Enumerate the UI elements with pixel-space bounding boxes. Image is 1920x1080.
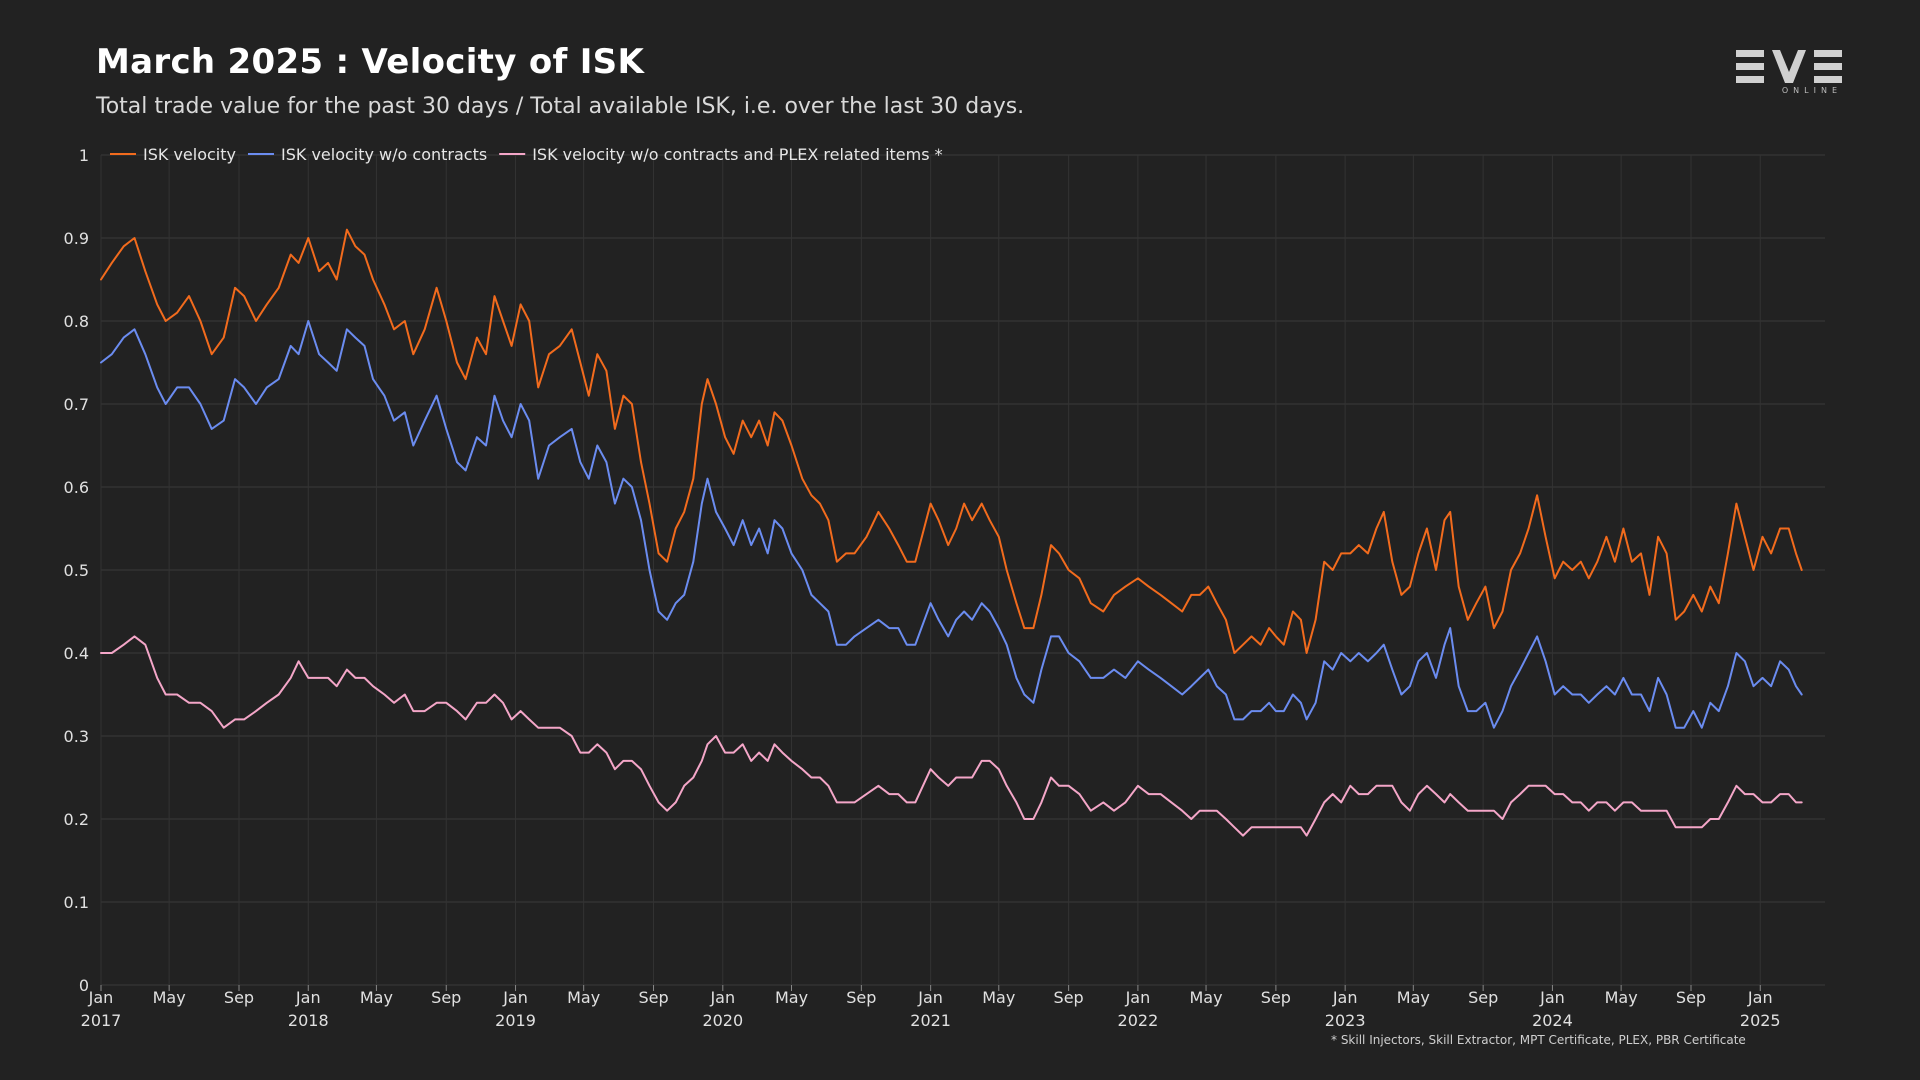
x-tick-label: May [1397, 988, 1430, 1007]
chart-title: March 2025 : Velocity of ISK [96, 42, 645, 82]
y-tick-label: 0.1 [64, 893, 89, 912]
x-tick-label: May [567, 988, 600, 1007]
legend-label-3: ISK velocity w/o contracts and PLEX rela… [532, 145, 942, 164]
x-tick-label: Sep [638, 988, 668, 1007]
y-tick-label: 0 [79, 976, 89, 995]
series-line-1 [100, 228, 1803, 654]
chart-subtitle: Total trade value for the past 30 days /… [96, 94, 1025, 119]
x-tick-label: Jan [502, 988, 528, 1007]
y-axis-ticks: 0 0.1 0.2 0.3 0.4 0.5 0.6 0.7 0.8 0.9 1 [64, 146, 89, 995]
x-tick-year-label: 2021 [910, 1011, 951, 1030]
x-tick-label: Sep [1468, 988, 1498, 1007]
eve-online-logo: ONLINE [1736, 50, 1842, 96]
x-tick-label: Jan [1539, 988, 1565, 1007]
x-tick-label: Jan [1747, 988, 1773, 1007]
series-line-3 [100, 635, 1803, 837]
y-tick-label: 0.8 [64, 312, 89, 331]
x-tick-label: May [982, 988, 1015, 1007]
legend-label-1: ISK velocity [143, 145, 236, 164]
y-tick-label: 0.9 [64, 229, 89, 248]
x-tick-year-label: 2024 [1532, 1011, 1573, 1030]
x-tick-label: Sep [224, 988, 254, 1007]
x-tick-label: May [360, 988, 393, 1007]
grid-lines [100, 154, 1825, 986]
x-tick-label: May [775, 988, 808, 1007]
y-tick-label: 0.2 [64, 810, 89, 829]
x-tick-label: May [1605, 988, 1638, 1007]
x-tick-year-label: 2025 [1740, 1011, 1781, 1030]
x-axis-ticks: Jan 2017 May Sep Jan 2018 May Sep Jan 2019 May Sep J… [81, 985, 1781, 1030]
legend-label-2: ISK velocity w/o contracts [281, 145, 487, 164]
x-tick-label: May [1190, 988, 1223, 1007]
y-tick-label: 0.3 [64, 727, 89, 746]
legend: ISK velocity ISK velocity w/o contracts IS… [110, 145, 943, 164]
x-tick-label: Jan [88, 988, 114, 1007]
logo-subtext: ONLINE [1781, 86, 1842, 95]
y-tick-label: 0.6 [64, 478, 89, 497]
y-tick-label: 1 [79, 146, 89, 165]
series-lines [100, 228, 1803, 837]
x-tick-label: Sep [1054, 988, 1084, 1007]
x-tick-label: May [153, 988, 186, 1007]
x-tick-label: Jan [1125, 988, 1151, 1007]
x-tick-label: Jan [295, 988, 321, 1007]
x-tick-label: Sep [1261, 988, 1291, 1007]
y-tick-label: 0.4 [64, 644, 89, 663]
y-tick-label: 0.5 [64, 561, 89, 580]
x-tick-year-label: 2019 [495, 1011, 536, 1030]
x-tick-label: Sep [1676, 988, 1706, 1007]
series-line-2 [100, 320, 1803, 729]
x-tick-year-label: 2018 [288, 1011, 329, 1030]
x-tick-label: Jan [1332, 988, 1358, 1007]
x-tick-label: Sep [431, 988, 461, 1007]
x-tick-label: Jan [917, 988, 943, 1007]
x-tick-label: Jan [709, 988, 735, 1007]
x-tick-year-label: 2017 [81, 1011, 122, 1030]
footnote: * Skill Injectors, Skill Extractor, MPT … [1331, 1033, 1746, 1047]
x-tick-label: Sep [846, 988, 876, 1007]
x-tick-year-label: 2023 [1325, 1011, 1366, 1030]
y-tick-label: 0.7 [64, 395, 89, 414]
x-tick-year-label: 2022 [1118, 1011, 1159, 1030]
eve-logo-mark [1736, 50, 1842, 83]
x-tick-year-label: 2020 [702, 1011, 743, 1030]
